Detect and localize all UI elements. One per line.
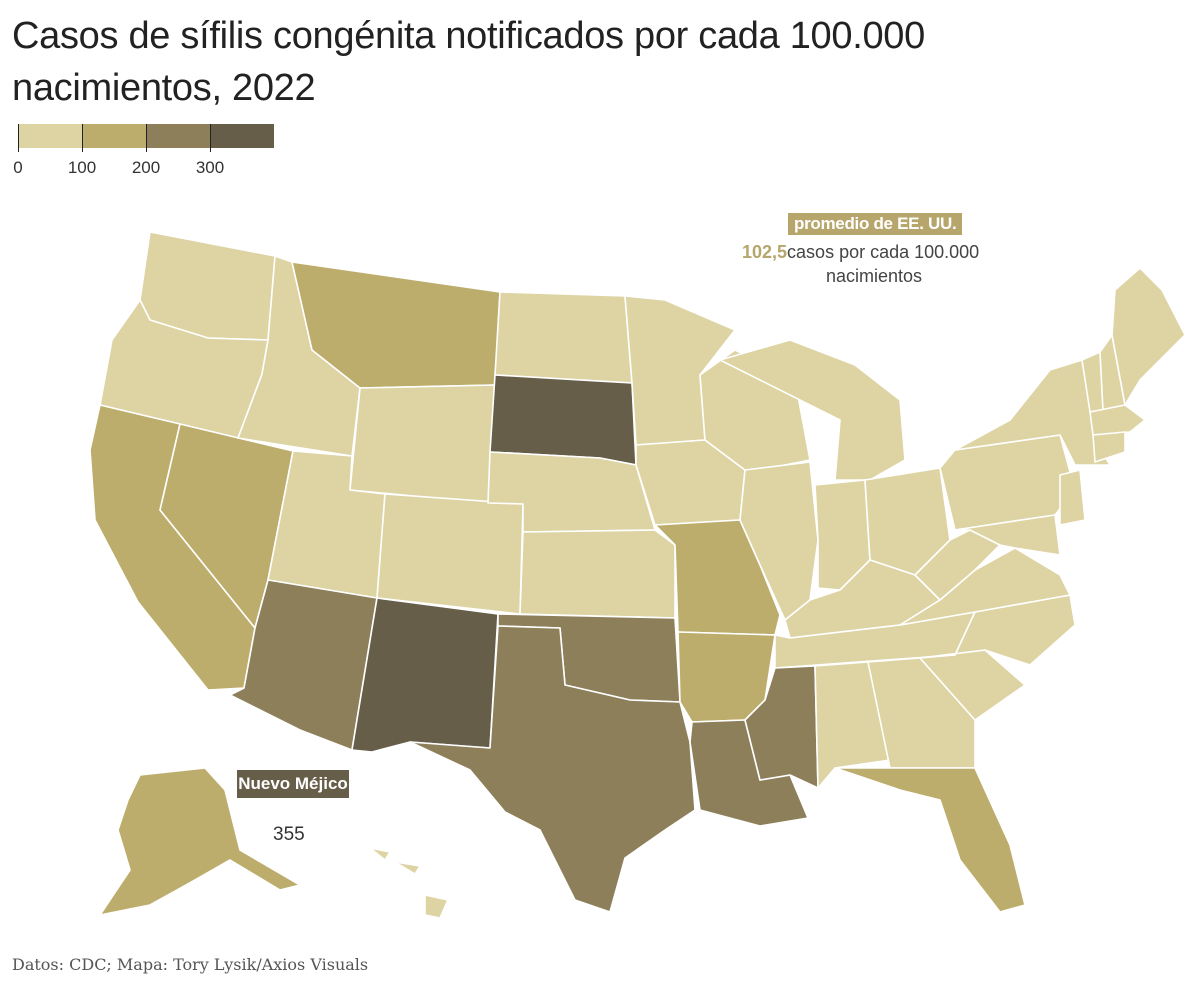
state-alaska (99, 767, 301, 916)
state-connecticut (1092, 431, 1126, 463)
state-colorado (376, 493, 524, 615)
state-kansas (519, 529, 676, 619)
color-legend: 0 100 200 300 (13, 124, 274, 177)
state-maine (1111, 267, 1186, 406)
legend-tick (210, 124, 211, 152)
state-new-jersey (1059, 469, 1086, 526)
state-wyoming (349, 384, 496, 504)
legend-bin-0: 0 (13, 124, 82, 177)
legend-bar: 0 100 200 300 (13, 124, 274, 177)
us-average-unit-line1: casos por cada 100.000 (787, 242, 980, 262)
legend-tick (82, 124, 83, 152)
us-average-text: 102,5casos por cada 100.000 nacimientos (742, 240, 1042, 288)
state-maryland (954, 514, 1061, 556)
legend-bin-3: 300 (196, 124, 274, 177)
legend-bin-2: 200 (132, 124, 210, 177)
state-south-dakota (489, 374, 637, 466)
state-texas (409, 625, 696, 913)
us-average-value: 102,5 (742, 242, 788, 262)
state-hawaii (369, 847, 449, 919)
legend-label-100: 100 (67, 158, 97, 177)
callout-value: 355 (273, 824, 305, 845)
state-michigan (719, 339, 906, 481)
us-average-label: promedio de EE. UU. (788, 213, 963, 235)
legend-tick (18, 124, 19, 152)
state-florida (834, 767, 1026, 913)
legend-bin-1: 100 (68, 124, 146, 177)
state-alabama (814, 661, 891, 789)
state-georgia (867, 657, 976, 769)
legend-label-0: 0 (13, 158, 23, 177)
state-massachusetts (1089, 404, 1146, 436)
legend-tick (146, 124, 147, 152)
map-title: Casos de sífilis congénita notificados p… (12, 15, 925, 109)
source-credit: Datos: CDC; Mapa: Tory Lysik/Axios Visua… (12, 955, 369, 974)
us-average-unit-line2: nacimientos (826, 266, 923, 286)
state-north-dakota (494, 291, 633, 384)
callout-state-label: Nuevo Méjico (237, 770, 349, 798)
state-new-mexico (351, 597, 499, 753)
legend-label-300: 300 (195, 158, 225, 177)
legend-label-200: 200 (131, 158, 161, 177)
